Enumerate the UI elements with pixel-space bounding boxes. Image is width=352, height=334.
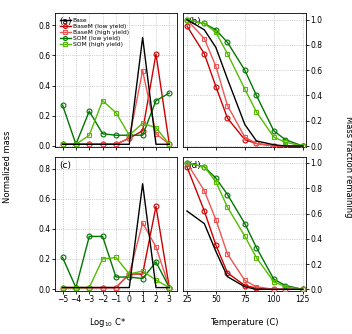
Text: (d): (d) bbox=[188, 161, 201, 170]
Text: Log$_{10}$ C*: Log$_{10}$ C* bbox=[89, 316, 126, 329]
Legend: Base, BaseM (low yield), BaseM (high yield), SOM (low yield), SOM (high yield): Base, BaseM (low yield), BaseM (high yie… bbox=[60, 18, 129, 47]
Text: (b): (b) bbox=[188, 17, 201, 26]
Text: (c): (c) bbox=[59, 161, 71, 170]
Text: Temperature (C): Temperature (C) bbox=[210, 318, 279, 327]
Text: Mass fraction remaining: Mass fraction remaining bbox=[344, 116, 352, 218]
Text: Normalized mass: Normalized mass bbox=[2, 131, 12, 203]
Text: (a): (a) bbox=[59, 17, 72, 26]
